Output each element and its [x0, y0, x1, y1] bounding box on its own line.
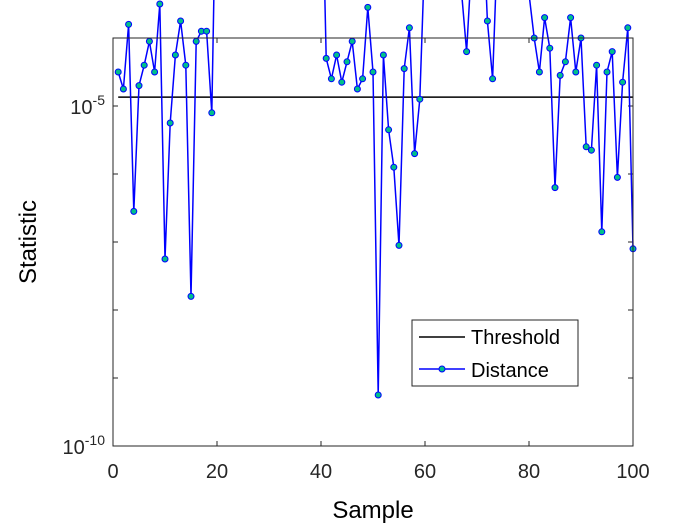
legend: Threshold Distance — [411, 319, 579, 387]
distance-point — [161, 255, 169, 263]
distance-point — [624, 24, 632, 32]
distance-point — [400, 65, 408, 73]
distance-point — [608, 48, 616, 56]
distance-point — [593, 61, 601, 69]
distance-point — [166, 119, 174, 127]
distance-point — [379, 51, 387, 59]
distance-point — [390, 163, 398, 171]
distance-point — [333, 51, 341, 59]
distance-point — [156, 0, 164, 8]
distance-point — [369, 68, 377, 76]
plot-frame — [112, 37, 634, 447]
distance-point — [561, 58, 569, 66]
distance-point — [603, 68, 611, 76]
distance-point — [135, 82, 143, 90]
distance-point — [541, 14, 549, 22]
distance-point — [177, 17, 185, 25]
distance-point — [327, 75, 335, 83]
y-tick-label: 10-5 — [70, 92, 105, 119]
distance-point — [338, 78, 346, 86]
x-tick-label: 0 — [107, 461, 118, 483]
distance-point — [385, 126, 393, 134]
distance-point — [114, 68, 122, 76]
distance-point — [182, 61, 190, 69]
distance-point — [546, 44, 554, 52]
distance-point — [359, 75, 367, 83]
distance-point — [535, 68, 543, 76]
distance-point — [483, 17, 491, 25]
distance-point — [556, 71, 564, 79]
x-tick-label: 60 — [414, 461, 436, 483]
x-tick-label: 80 — [518, 461, 540, 483]
distance-point — [353, 85, 361, 93]
distance-point — [364, 3, 372, 11]
distance-point — [551, 184, 559, 192]
distance-point — [395, 241, 403, 249]
distance-point — [119, 85, 127, 93]
distance-point — [343, 58, 351, 66]
distance-point — [405, 24, 413, 32]
series-layer — [114, 0, 637, 399]
y-tick-base: 10 — [63, 437, 85, 459]
distance-point — [613, 173, 621, 181]
legend-box — [411, 319, 579, 387]
distance-point — [489, 75, 497, 83]
y-tick-base: 10 — [70, 97, 92, 119]
x-tick-labels: 0 20 40 60 80 100 — [107, 461, 649, 483]
distance-point — [140, 61, 148, 69]
legend-threshold-label: Threshold — [471, 327, 560, 349]
y-tick-label: 10-10 — [63, 432, 106, 459]
y-axis-label: Statistic — [15, 200, 42, 284]
distance-point — [463, 48, 471, 56]
distance-point — [411, 150, 419, 158]
distance-point — [171, 51, 179, 59]
x-axis-label: Sample — [332, 497, 413, 524]
x-tick-label: 20 — [206, 461, 228, 483]
distance-point — [208, 109, 216, 117]
distance-point — [192, 37, 200, 45]
distance-point — [374, 391, 382, 399]
distance-point — [582, 143, 590, 151]
distance-point — [572, 68, 580, 76]
distance-point — [619, 78, 627, 86]
distance-point — [151, 68, 159, 76]
distance-point — [203, 27, 211, 35]
distance-point — [587, 146, 595, 154]
distance-point — [598, 228, 606, 236]
x-tick-label: 40 — [310, 461, 332, 483]
distance-point — [322, 54, 330, 62]
y-tick-exponent: -10 — [85, 432, 105, 448]
distance-point — [348, 37, 356, 45]
distance-point — [125, 20, 133, 28]
distance-point — [567, 14, 575, 22]
x-tick-label: 100 — [616, 461, 649, 483]
distance-point — [187, 292, 195, 300]
distance-point — [130, 207, 138, 215]
distance-markers — [114, 0, 637, 399]
distance-point — [416, 95, 424, 103]
y-tick-exponent: -5 — [93, 92, 106, 108]
legend-distance-label: Distance — [471, 360, 549, 382]
legend-distance-marker — [438, 365, 446, 373]
distance-point — [145, 37, 153, 45]
